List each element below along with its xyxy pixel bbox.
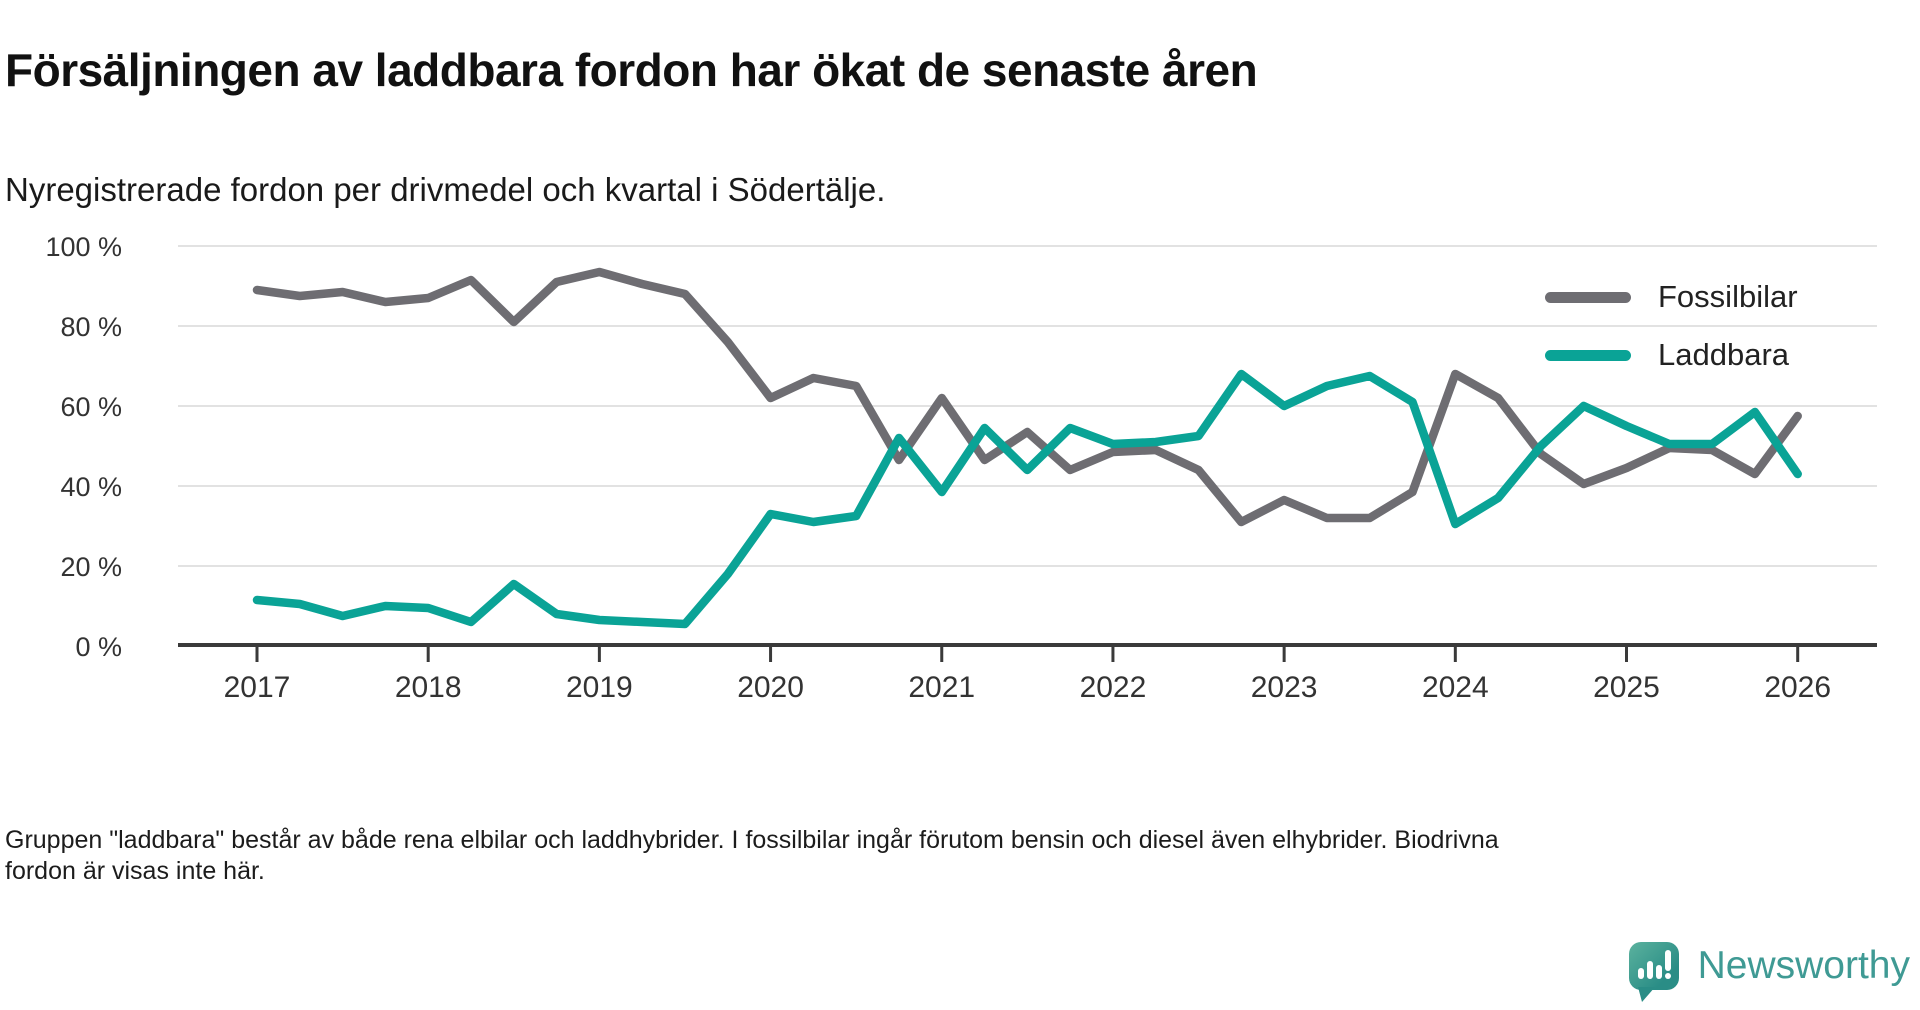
series-line-fossilbilar xyxy=(252,267,1802,527)
logo-bar-icon xyxy=(1637,968,1644,979)
fossilbilar-line-swatch xyxy=(1545,291,1631,303)
x-axis-label: 2025 xyxy=(1593,671,1660,704)
x-axis-label: 2019 xyxy=(566,671,633,704)
chart-footnote: Gruppen "laddbara" består av både rena e… xyxy=(5,826,1499,885)
laddbara-line-swatch xyxy=(1545,349,1631,361)
chart-subtitle: Nyregistrerade fordon per drivmedel och … xyxy=(5,171,886,208)
y-axis-label: 60 % xyxy=(60,392,122,422)
newsworthy-logo: Newsworthy xyxy=(1628,942,1910,1002)
x-axis-label: 2017 xyxy=(224,671,291,704)
y-axis-label: 0 % xyxy=(75,632,122,662)
legend-label-laddbara: Laddbara xyxy=(1658,337,1790,372)
logo-exclamation-icon xyxy=(1664,950,1671,971)
x-axis-label: 2022 xyxy=(1080,671,1147,704)
legend-item-laddbara: Laddbara xyxy=(1545,337,1798,372)
series-line-laddbara xyxy=(252,369,1802,629)
x-axis-label: 2023 xyxy=(1251,671,1318,704)
x-axis-label: 2024 xyxy=(1422,671,1489,704)
legend-item-fossilbilar: Fossilbilar xyxy=(1545,279,1798,314)
x-axis-label: 2018 xyxy=(395,671,462,704)
chart-legend: Fossilbilar Laddbara xyxy=(1545,279,1798,396)
x-axis-label: 2021 xyxy=(908,671,975,704)
y-axis-label: 80 % xyxy=(60,312,122,342)
legend-label-fossilbilar: Fossilbilar xyxy=(1658,279,1798,314)
y-axis-label: 100 % xyxy=(45,232,122,262)
logo-exclamation-dot-icon xyxy=(1664,973,1671,979)
y-axis-label: 40 % xyxy=(60,472,122,502)
logo-bar-icon xyxy=(1655,965,1662,979)
chart-title: Försäljningen av laddbara fordon har öka… xyxy=(5,43,1258,96)
y-axis-label: 20 % xyxy=(60,552,122,582)
logo-speech-tail xyxy=(1637,987,1655,1002)
x-axis-label: 2020 xyxy=(737,671,804,704)
newsworthy-logo-icon xyxy=(1628,942,1679,1002)
x-axis-label: 2026 xyxy=(1764,671,1831,704)
logo-bar-icon xyxy=(1646,961,1653,979)
newsworthy-logo-text: Newsworthy xyxy=(1697,944,1910,987)
